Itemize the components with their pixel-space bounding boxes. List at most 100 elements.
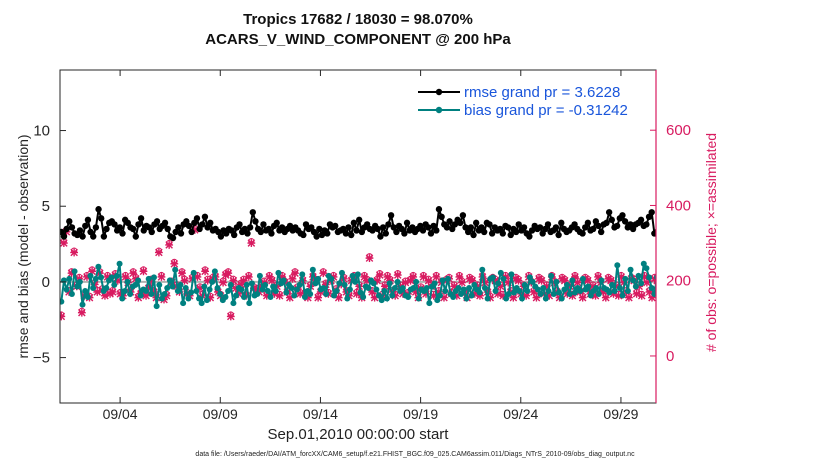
- rmse-marker: [161, 219, 169, 227]
- rmse-marker: [427, 230, 435, 237]
- bias-marker: [622, 275, 629, 282]
- bias-marker: [145, 275, 152, 282]
- rmse-marker: [63, 225, 70, 233]
- bias-marker: [553, 278, 560, 285]
- bias-marker: [638, 280, 645, 287]
- obs-assimilated-marker: [365, 254, 374, 263]
- bias-marker: [182, 284, 189, 291]
- bias-marker: [82, 287, 89, 294]
- bias-marker: [60, 298, 65, 305]
- bias-marker: [495, 280, 502, 287]
- bias-marker: [267, 294, 274, 301]
- bias-marker: [103, 284, 110, 291]
- bias-marker: [127, 291, 134, 298]
- bias-marker: [545, 287, 552, 294]
- bias-marker: [460, 286, 467, 293]
- bias-marker: [203, 297, 210, 304]
- bias-marker: [92, 275, 99, 282]
- obs-assimilated-marker: [224, 269, 233, 278]
- rmse-marker: [387, 212, 395, 219]
- obs-assimilated-marker: [625, 293, 633, 302]
- bias-marker: [423, 284, 430, 291]
- bias-marker: [410, 284, 417, 291]
- bias-marker: [519, 295, 526, 302]
- obs-assimilated-marker: [578, 293, 587, 302]
- rmse-marker: [260, 221, 267, 228]
- bias-marker: [434, 297, 441, 304]
- bias-marker: [108, 274, 115, 281]
- bias-marker: [132, 281, 139, 288]
- bias-marker: [534, 286, 541, 293]
- rmse-marker: [507, 231, 514, 239]
- y-left-tick-label: −5: [33, 350, 50, 367]
- bias-marker: [206, 286, 213, 293]
- rmse-marker: [377, 233, 384, 240]
- rmse-marker: [316, 225, 323, 233]
- rmse-marker: [252, 218, 259, 225]
- rmse-marker: [95, 206, 102, 213]
- bias-marker: [307, 291, 314, 298]
- rmse-marker: [520, 224, 528, 231]
- rmse-marker: [98, 215, 105, 222]
- rmse-marker: [558, 219, 565, 227]
- obs-assimilated-marker: [275, 291, 284, 300]
- rmse-marker: [342, 230, 350, 237]
- bias-marker: [632, 283, 639, 290]
- bias-marker: [217, 291, 224, 298]
- rmse-marker: [595, 222, 602, 230]
- rmse-marker: [111, 221, 118, 228]
- legend-bias-label: bias grand pr = -0.31242: [464, 102, 628, 119]
- bias-marker: [323, 291, 330, 298]
- bias-marker: [370, 280, 377, 287]
- bias-marker: [227, 281, 234, 288]
- bias-marker: [455, 284, 462, 291]
- bias-marker: [516, 287, 523, 294]
- bias-marker: [201, 283, 208, 290]
- rmse-marker: [135, 221, 142, 228]
- bias-marker: [609, 281, 616, 288]
- bias-marker: [394, 278, 401, 285]
- bias-marker: [153, 303, 160, 310]
- bias-marker: [214, 284, 221, 291]
- bias-marker: [556, 289, 563, 296]
- bias-marker: [426, 300, 433, 307]
- bias-marker: [164, 284, 171, 291]
- rmse-marker: [90, 233, 97, 240]
- bias-marker: [256, 272, 263, 279]
- rmse-marker: [116, 224, 124, 231]
- rmse-marker: [433, 227, 440, 234]
- bias-marker: [569, 277, 576, 284]
- bias-series: [60, 260, 656, 310]
- rmse-marker: [643, 221, 650, 228]
- obs-assimilated-marker: [229, 276, 238, 285]
- rmse-marker: [60, 233, 68, 240]
- bias-marker: [137, 292, 144, 299]
- bias-marker: [280, 277, 287, 284]
- rmse-marker: [92, 224, 100, 231]
- bias-marker: [540, 284, 547, 291]
- y-right-tick-label: 200: [666, 273, 691, 290]
- rmse-marker: [438, 213, 445, 221]
- x-tick-label: 09/29: [603, 406, 638, 422]
- rmse-marker: [605, 209, 613, 216]
- rmse-marker: [236, 221, 243, 228]
- bias-marker: [301, 294, 308, 301]
- rmse-marker: [443, 224, 451, 231]
- rmse-marker: [355, 216, 363, 224]
- rmse-marker: [353, 227, 360, 234]
- bias-marker: [654, 274, 656, 281]
- bias-marker: [198, 300, 205, 307]
- rmse-marker: [76, 227, 84, 234]
- bias-marker: [150, 274, 157, 281]
- rmse-marker: [137, 215, 145, 222]
- obs-assimilated-marker: [219, 278, 227, 287]
- bias-marker: [577, 287, 584, 294]
- rmse-marker: [313, 233, 320, 240]
- bias-marker: [651, 291, 656, 298]
- bias-marker: [336, 280, 343, 287]
- rmse-marker: [589, 225, 597, 233]
- bias-marker: [166, 277, 173, 284]
- rmse-series: [60, 206, 656, 242]
- bias-marker: [413, 278, 420, 285]
- bias-marker: [365, 284, 372, 291]
